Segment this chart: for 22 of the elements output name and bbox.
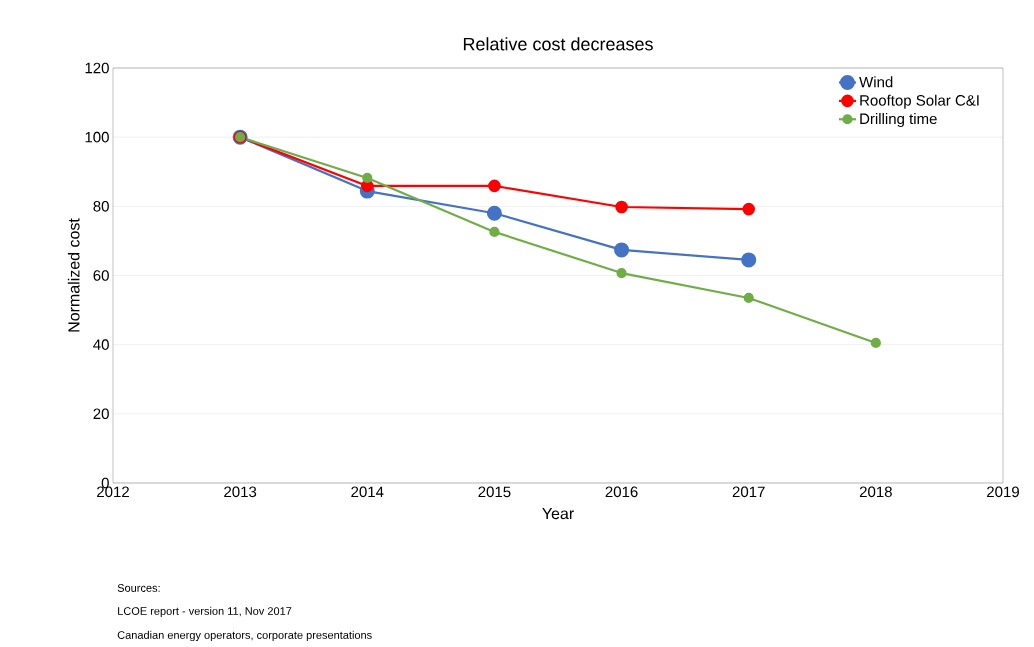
y-tick-label: 100 bbox=[85, 131, 109, 143]
y-tick-label: 120 bbox=[85, 62, 109, 74]
legend-label: Drilling time bbox=[860, 113, 937, 128]
text: LCOE report - version 11, Nov 2017 bbox=[118, 606, 292, 618]
y-axis-title: Normalized cost bbox=[67, 218, 80, 332]
x-tick-label: 2018 bbox=[859, 486, 892, 498]
y-tick-label: 80 bbox=[93, 201, 109, 212]
y-tick-label: 60 bbox=[93, 270, 109, 281]
legend-label: Wind bbox=[859, 76, 893, 88]
chart-title: Relative cost decreases bbox=[463, 37, 653, 51]
x-tick-label: 2014 bbox=[351, 486, 384, 498]
x-axis-title: Year bbox=[542, 508, 574, 520]
source-note: Sources: bbox=[117, 584, 160, 592]
y-tick-label: 40 bbox=[93, 339, 109, 350]
legend-label: Rooftop Solar C&I bbox=[860, 94, 979, 109]
x-tick-label: 2013 bbox=[224, 486, 257, 498]
y-tick-label: 20 bbox=[93, 408, 109, 420]
x-tick-label: 2015 bbox=[478, 486, 511, 498]
x-tick-label: 2019 bbox=[987, 486, 1019, 498]
x-tick-label: 2016 bbox=[605, 486, 638, 498]
text: Canadian energy operators, corporate presentations bbox=[117, 630, 372, 642]
x-tick-label: 2017 bbox=[732, 486, 765, 498]
